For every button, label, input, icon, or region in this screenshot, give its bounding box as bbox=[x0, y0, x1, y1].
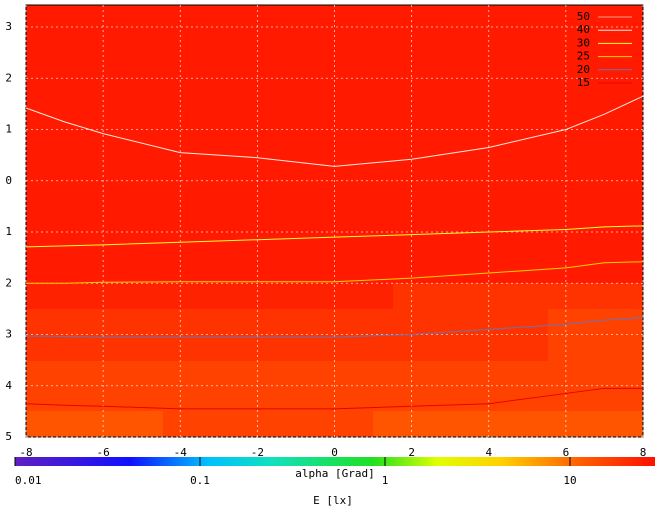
colorbar-xlabel: E [lx] bbox=[313, 494, 353, 507]
x-tick-label: -6 bbox=[97, 446, 110, 459]
x-tick-label: -8 bbox=[19, 446, 32, 459]
y-tick-label: 0 bbox=[5, 174, 12, 187]
y-tick-label: 2 bbox=[5, 71, 12, 84]
y-tick-label: 3 bbox=[5, 328, 12, 341]
legend-label: 40 bbox=[577, 23, 590, 36]
contour-line bbox=[26, 261, 644, 284]
x-tick-label: 4 bbox=[485, 446, 492, 459]
colorbar-tick-label: 10 bbox=[563, 474, 576, 487]
y-tick-label: 1 bbox=[5, 225, 12, 238]
contour-line bbox=[25, 387, 643, 410]
colorbar-tick-label: 0.1 bbox=[190, 474, 210, 487]
y-tick-label: 3 bbox=[5, 20, 12, 33]
colorbar-label: alpha [Grad] bbox=[295, 467, 374, 480]
colorbar-tick-label: 1 bbox=[382, 474, 389, 487]
x-tick-label: -2 bbox=[251, 446, 264, 459]
contour-line bbox=[25, 317, 644, 338]
x-tick-label: -4 bbox=[174, 446, 188, 459]
colorbar-tick-label: 0.01 bbox=[15, 474, 42, 487]
legend-label: 25 bbox=[577, 50, 590, 63]
legend-label: 30 bbox=[577, 36, 590, 49]
colorbar bbox=[15, 457, 655, 466]
contour-line bbox=[25, 225, 644, 248]
x-tick-label: 2 bbox=[408, 446, 415, 459]
y-tick-label: 5 bbox=[5, 430, 12, 443]
y-tick-label: 2 bbox=[5, 276, 12, 289]
x-tick-label: 0 bbox=[331, 446, 338, 459]
x-tick-label: 8 bbox=[640, 446, 647, 459]
x-tick-label: 6 bbox=[563, 446, 570, 459]
y-tick-label: 1 bbox=[5, 123, 12, 136]
legend-label: 20 bbox=[577, 63, 590, 76]
contour-line bbox=[25, 95, 644, 167]
legend-label: 15 bbox=[577, 76, 590, 89]
legend-label: 50 bbox=[577, 10, 590, 23]
y-tick-label: 4 bbox=[5, 379, 12, 392]
